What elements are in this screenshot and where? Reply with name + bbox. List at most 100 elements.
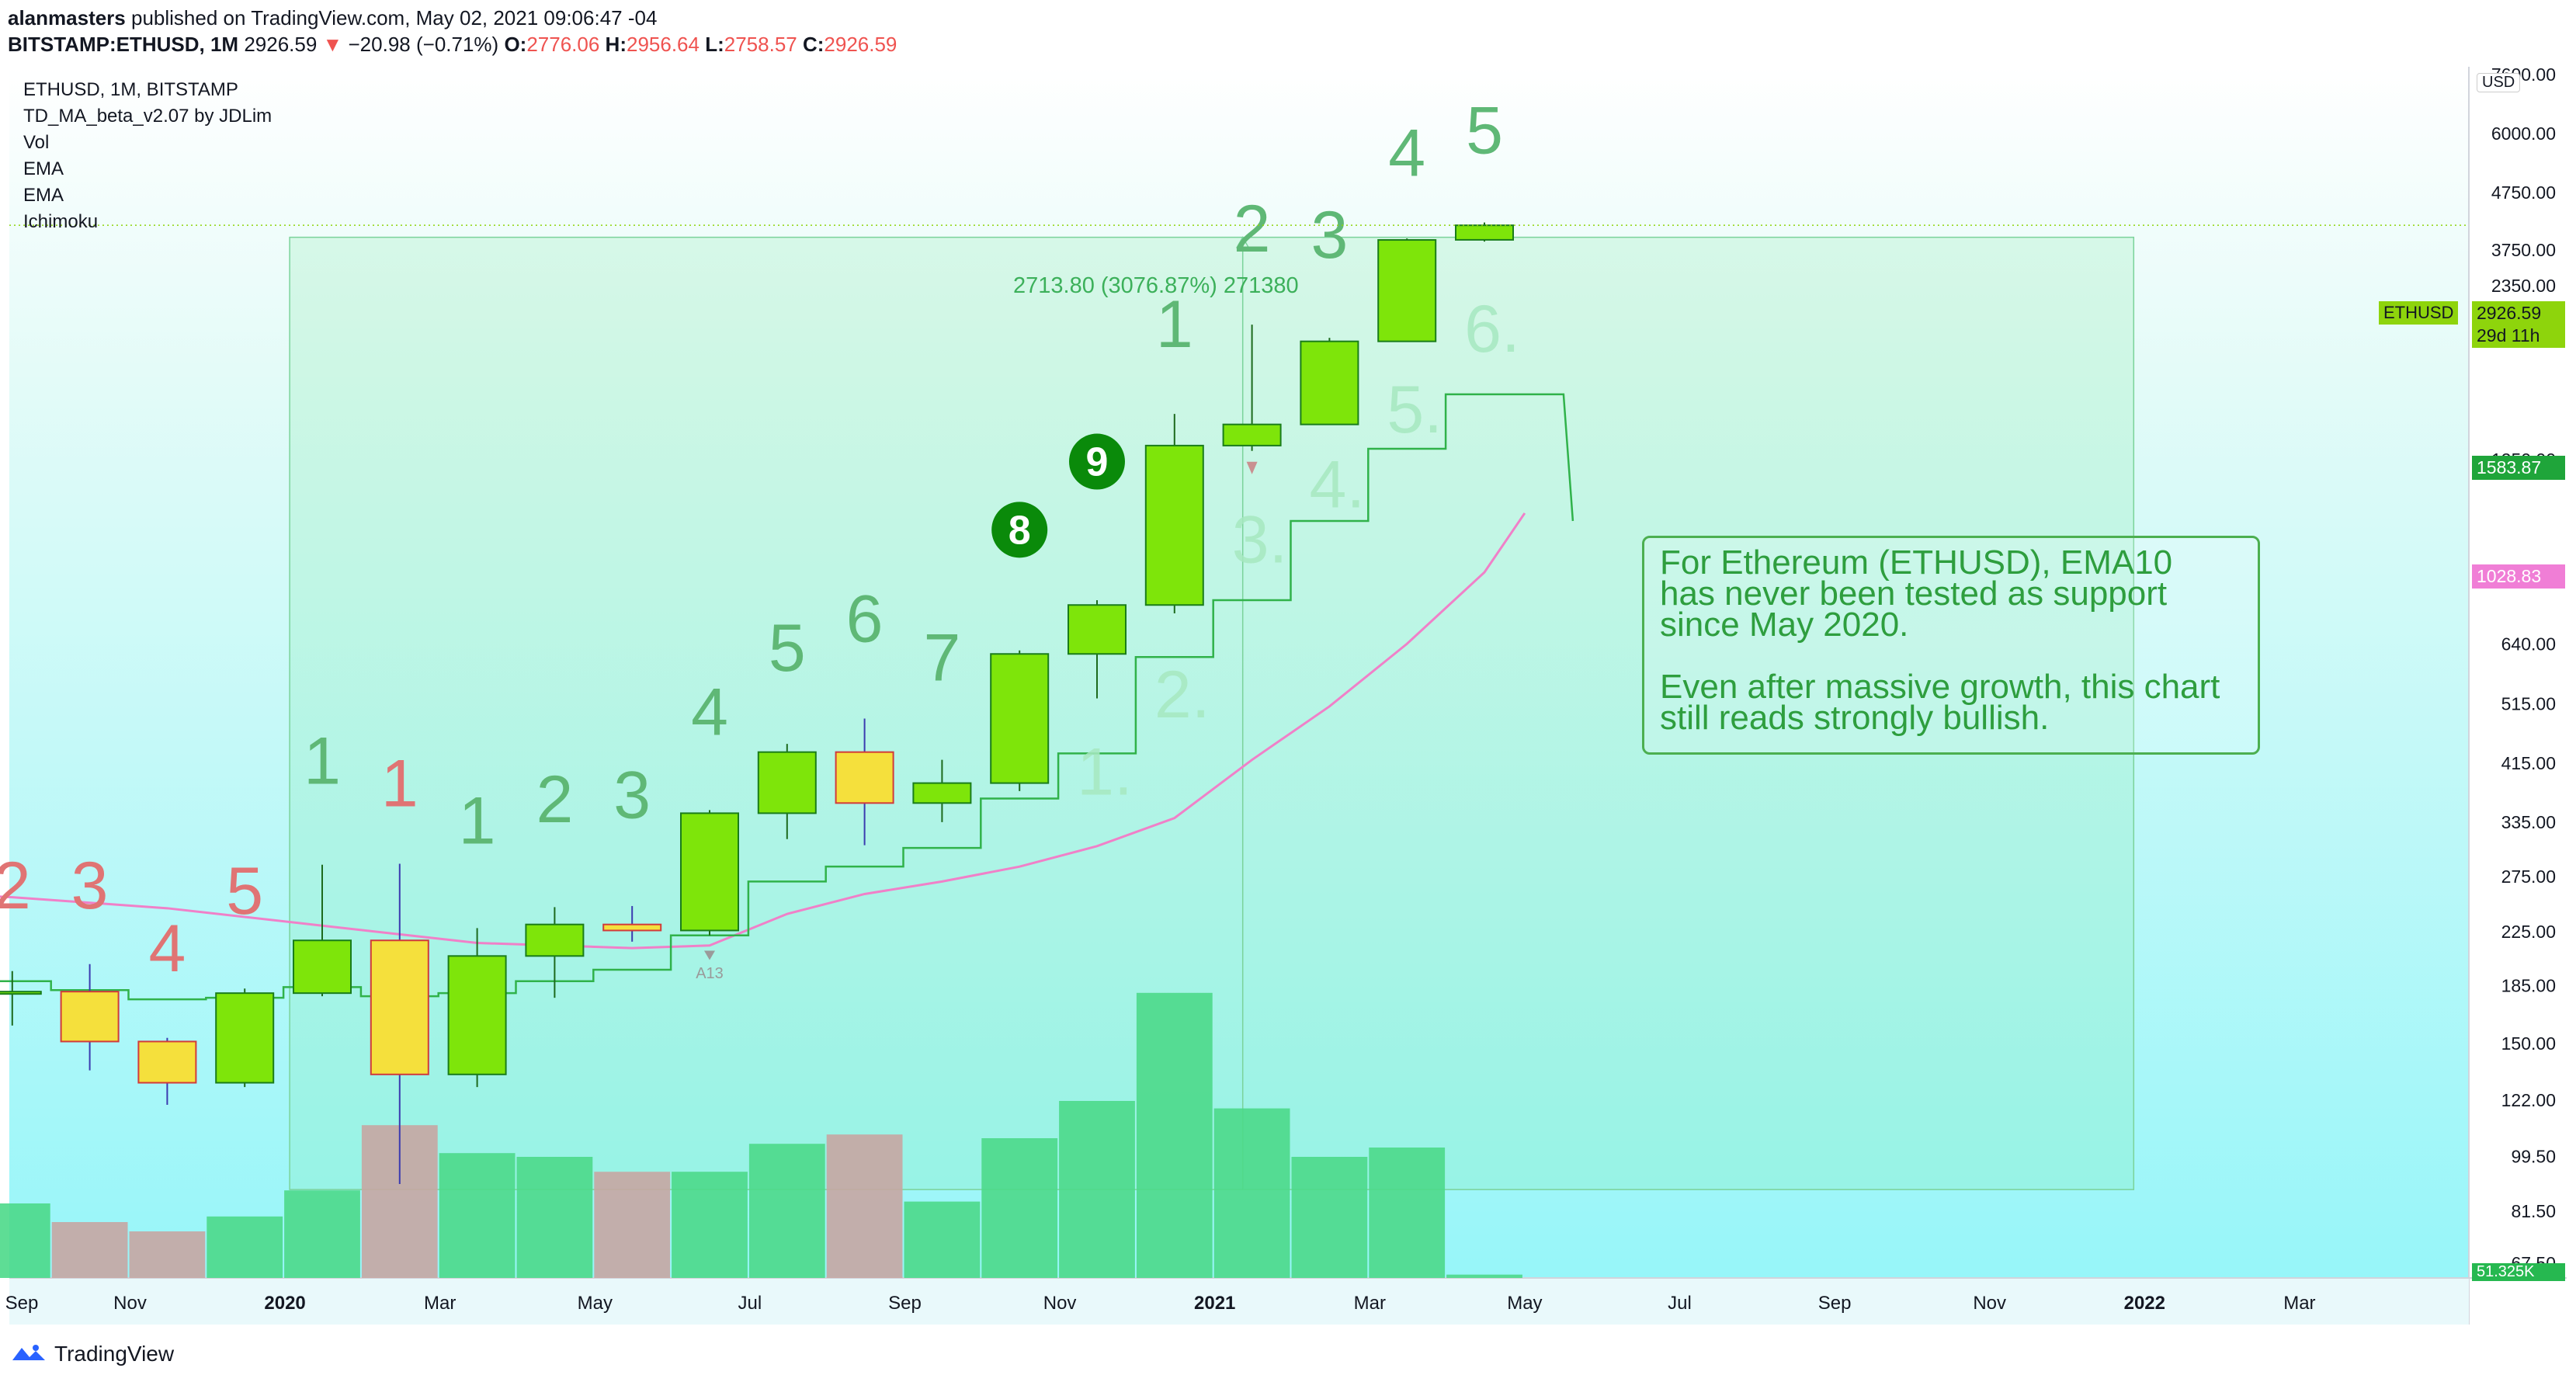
legend-ema-1[interactable]: EMA [23, 158, 64, 179]
td-count-label: 3 [71, 849, 109, 923]
price-tick-label: 640.00 [2501, 634, 2556, 654]
time-tick-label: 2020 [264, 1293, 305, 1314]
candle-body [1068, 604, 1127, 655]
tradingview-logo-icon [12, 1345, 45, 1360]
candle-body [757, 751, 817, 814]
close-value: 2926.59 [824, 33, 897, 56]
annotation-line: has never been tested as support [1660, 575, 2168, 613]
candle-body [1300, 340, 1359, 425]
volume-bar [748, 1144, 825, 1278]
volume-bar [207, 1216, 283, 1278]
price-tick-label: 3750.00 [2491, 240, 2556, 260]
legend-vol[interactable]: Vol [23, 132, 50, 153]
td-count-label: 7 [923, 621, 960, 696]
time-tick-label: Sep [5, 1293, 39, 1314]
td-count-label: 4 [1388, 116, 1425, 191]
measure-arrow-icon [1236, 236, 1250, 248]
down-arrow-icon: ▼ [322, 33, 343, 56]
volume-bar [0, 1203, 50, 1278]
setup-count-label: 1. [1077, 735, 1133, 810]
volume-bar [672, 1172, 748, 1278]
high-value: 2956.64 [626, 33, 700, 56]
volume-bar [826, 1134, 903, 1278]
legend-symbol[interactable]: ETHUSD, 1M, BITSTAMP [23, 79, 238, 100]
candle-body [602, 923, 662, 932]
candle-body [680, 812, 739, 932]
price-tick-label: 335.00 [2501, 812, 2556, 832]
volume-bar [439, 1153, 516, 1278]
td-count-label: 9 [1086, 440, 1109, 485]
candle-body [1144, 444, 1204, 606]
td-count-label: 1 [1156, 287, 1193, 362]
time-axis-background [9, 1279, 2469, 1325]
price-tick-label: 225.00 [2501, 922, 2556, 942]
high-label: H: [605, 33, 627, 56]
td-count-label: 2 [1234, 192, 1271, 266]
candle-body [447, 955, 507, 1075]
price-tick-label: 99.50 [2511, 1146, 2556, 1166]
annotation-callout[interactable]: For Ethereum (ETHUSD), EMA10 has never b… [1642, 536, 2260, 755]
price-tick-label: 275.00 [2501, 866, 2556, 887]
td-count-label: 4 [691, 675, 728, 749]
price-tick-label: 122.00 [2501, 1090, 2556, 1110]
td-count-label: 8 [1009, 508, 1031, 553]
low-value: 2758.57 [724, 33, 797, 56]
ema-pink-line [0, 512, 1526, 950]
volume-bar [1291, 1157, 1368, 1278]
candle-body [137, 1040, 197, 1084]
legend-td-ma[interactable]: TD_MA_beta_v2.07 by JDLim [23, 106, 273, 127]
candles [0, 222, 1514, 1184]
currency-badge[interactable]: USD [2477, 73, 2521, 92]
candle-body [1222, 423, 1282, 446]
volume-bar [981, 1138, 1058, 1278]
time-tick-label: 2021 [1194, 1293, 1235, 1314]
volume-bar [594, 1172, 671, 1278]
candle-body [60, 991, 120, 1043]
time-tick-label: Sep [888, 1293, 922, 1314]
ema-pink-tag: 1028.83 [2472, 564, 2565, 589]
measure-label: 2713.80 (3076.87%) 271380 [1013, 273, 1299, 298]
candle-body [1455, 224, 1514, 241]
low-label: L: [705, 33, 724, 56]
tradingview-footer[interactable]: TradingView [11, 1339, 174, 1370]
volume-bar [1213, 1108, 1290, 1278]
symbol-price-tag: ETHUSD [2379, 301, 2459, 325]
setup-count-label: 5. [1387, 373, 1442, 447]
published-text: published on TradingView.com, May 02, 20… [131, 6, 658, 30]
candle-body [835, 751, 894, 804]
td-count-label: 5 [769, 611, 806, 686]
annotation-line: still reads strongly bullish. [1660, 699, 2050, 737]
td-count-label: 2 [0, 849, 31, 923]
marker-label: A13 [696, 965, 724, 982]
price-tick-label: 150.00 [2501, 1033, 2556, 1054]
volume-bars [0, 992, 1522, 1278]
td-count-label: 1 [381, 746, 418, 821]
volume-tag: 51.325K [2472, 1263, 2565, 1281]
time-tick-label: 2022 [2124, 1293, 2165, 1314]
volume-bar [284, 1190, 360, 1278]
open-label: O: [504, 33, 527, 56]
annotation-line: For Ethereum (ETHUSD), EMA10 [1660, 543, 2173, 582]
close-label: C: [802, 33, 825, 56]
last-price: 2926.59 [244, 33, 318, 56]
volume-bar [516, 1157, 593, 1278]
ema-pink-series [0, 512, 1526, 950]
candle-body [293, 939, 352, 995]
price-tick-label: 4750.00 [2491, 182, 2556, 203]
time-tick-label: Nov [1973, 1293, 2006, 1314]
down-marker-icon [1246, 461, 1258, 474]
time-tick-label: Nov [1043, 1293, 1077, 1314]
price-tick-label: 185.00 [2501, 975, 2556, 995]
axis-background [2469, 67, 2567, 1325]
td-count-label: 4 [148, 911, 186, 986]
time-axis[interactable]: Sep Nov 2020 Mar May Jul Sep Nov 2021 Mar May Jul Se… [5, 1293, 2316, 1314]
candle-body [215, 992, 275, 1084]
legend-ichimoku[interactable]: Ichimoku [23, 211, 99, 232]
volume-bar [1059, 1101, 1135, 1278]
td-count-label: 3 [1311, 198, 1348, 273]
publisher-name[interactable]: alanmasters [8, 6, 126, 30]
publish-line: alanmasters published on TradingView.com… [8, 6, 657, 30]
ohlc-line: BITSTAMP:ETHUSD, 1M 2926.59 ▼ −20.98 (−0… [8, 33, 897, 57]
legend-ema-2[interactable]: EMA [23, 185, 64, 206]
setup-count-label: 3. [1232, 503, 1288, 578]
